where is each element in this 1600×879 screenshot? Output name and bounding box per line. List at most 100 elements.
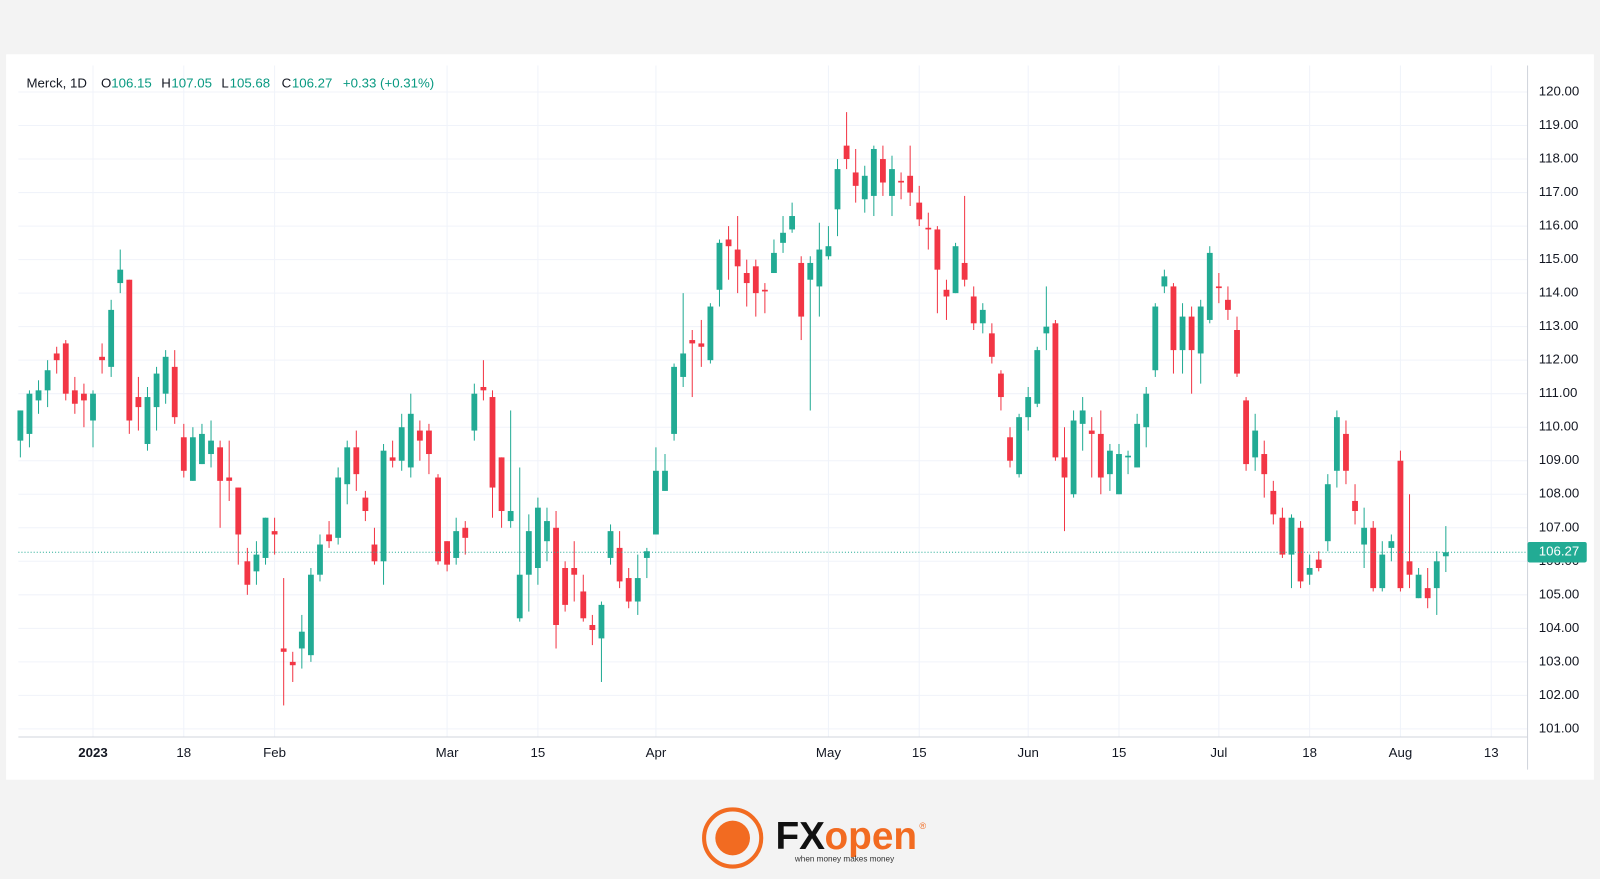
candle-body	[17, 410, 24, 441]
y-tick-label: 101.00	[1539, 720, 1580, 735]
legend-value: 107.05	[171, 75, 212, 90]
logo-emblem	[715, 820, 750, 856]
candle-body	[189, 437, 196, 481]
candle-body	[589, 624, 596, 631]
candle-body	[1106, 450, 1113, 475]
y-tick-label: 114.00	[1539, 285, 1579, 300]
candle-body	[244, 561, 251, 585]
candle-body	[1442, 552, 1449, 557]
candle-body	[1206, 252, 1213, 320]
candle-body	[1016, 417, 1023, 475]
candle-body	[1143, 393, 1150, 428]
candle-body	[1433, 561, 1440, 589]
candles	[17, 112, 1449, 706]
candle-body	[1061, 457, 1068, 478]
candle-body	[317, 544, 323, 575]
candle-body	[217, 447, 224, 481]
y-tick-label: 117.00	[1539, 184, 1579, 199]
candle-body	[135, 397, 142, 408]
candle-body	[1007, 437, 1013, 461]
candle-body	[816, 249, 823, 287]
candle-body	[298, 631, 305, 649]
candle-body	[271, 531, 278, 535]
x-tick-label: Aug	[1389, 745, 1413, 760]
candle-body	[507, 511, 514, 522]
x-tick-label: 15	[1112, 745, 1127, 760]
candle-body	[99, 356, 105, 361]
candle-body	[480, 386, 487, 391]
brand-tagline: when money makes money	[794, 855, 895, 864]
candle-body	[1179, 316, 1186, 351]
candle-body	[1225, 299, 1231, 310]
y-tick-label: 104.00	[1539, 620, 1580, 635]
candle-body	[1043, 326, 1050, 334]
candle-body	[71, 390, 78, 404]
candle-body	[662, 470, 668, 491]
brand-prefix: FX	[776, 815, 826, 858]
brand-registered: ®	[919, 821, 926, 831]
candle-body	[870, 148, 877, 196]
candle-body	[698, 343, 705, 347]
candle-body	[653, 470, 659, 535]
candle-body	[625, 578, 632, 602]
legend-key: O	[101, 75, 111, 90]
candle-body	[970, 296, 977, 324]
candle-body	[1197, 306, 1204, 354]
y-tick-label: 116.00	[1539, 218, 1579, 233]
y-tick-label: 110.00	[1539, 419, 1579, 434]
candle-body	[199, 433, 205, 465]
y-tick-label: 120.00	[1539, 84, 1580, 99]
candle-body	[1088, 430, 1095, 434]
legend-key: C	[282, 75, 292, 90]
y-tick-label: 118.00	[1539, 151, 1579, 166]
candle-body	[62, 343, 69, 394]
candle-body	[353, 447, 360, 475]
candle-body	[689, 340, 696, 344]
candle-body	[1361, 527, 1368, 545]
candle-body	[26, 393, 33, 434]
x-tick-label: Jun	[1017, 745, 1038, 760]
x-tick-label: Jul	[1210, 745, 1227, 760]
candle-body	[90, 393, 96, 421]
candle-body	[607, 531, 614, 558]
candle-body	[807, 262, 814, 280]
legend-value: 105.68	[230, 75, 271, 90]
candle-body	[834, 169, 841, 210]
candle-body	[598, 604, 605, 639]
candle-body	[1215, 286, 1222, 289]
candle-body	[180, 437, 187, 471]
candle-body	[108, 309, 115, 367]
logo-emblem	[702, 807, 764, 869]
candle-body	[998, 373, 1004, 398]
candle-body	[1343, 433, 1349, 471]
legend-change: +0.33 (+0.31%)	[343, 75, 434, 90]
candle-body	[1415, 574, 1422, 599]
candle-body	[1188, 316, 1195, 351]
y-tick-label: 111.00	[1539, 385, 1578, 400]
candle-body	[525, 531, 532, 575]
candle-body	[1052, 323, 1059, 458]
candle-body	[979, 309, 986, 324]
candle-body	[344, 447, 351, 485]
candle-body	[1161, 276, 1168, 287]
candle-body	[1234, 330, 1240, 374]
candle-body	[1324, 484, 1331, 542]
candle-body	[1379, 554, 1386, 589]
candle-body	[289, 661, 296, 666]
candle-body	[171, 366, 178, 418]
chart-panel	[6, 54, 1594, 780]
candle-body	[562, 568, 569, 605]
candle-body	[907, 175, 914, 193]
candle-body	[489, 397, 496, 488]
candle-body	[1370, 527, 1377, 589]
candle-body	[925, 227, 932, 230]
candle-body	[153, 373, 160, 408]
candle-body	[988, 333, 995, 357]
y-tick-label: 109.00	[1539, 452, 1580, 467]
x-tick-label: Apr	[646, 745, 667, 760]
candle-body	[498, 457, 505, 512]
candle-body	[716, 242, 723, 290]
candle-body	[389, 457, 396, 461]
